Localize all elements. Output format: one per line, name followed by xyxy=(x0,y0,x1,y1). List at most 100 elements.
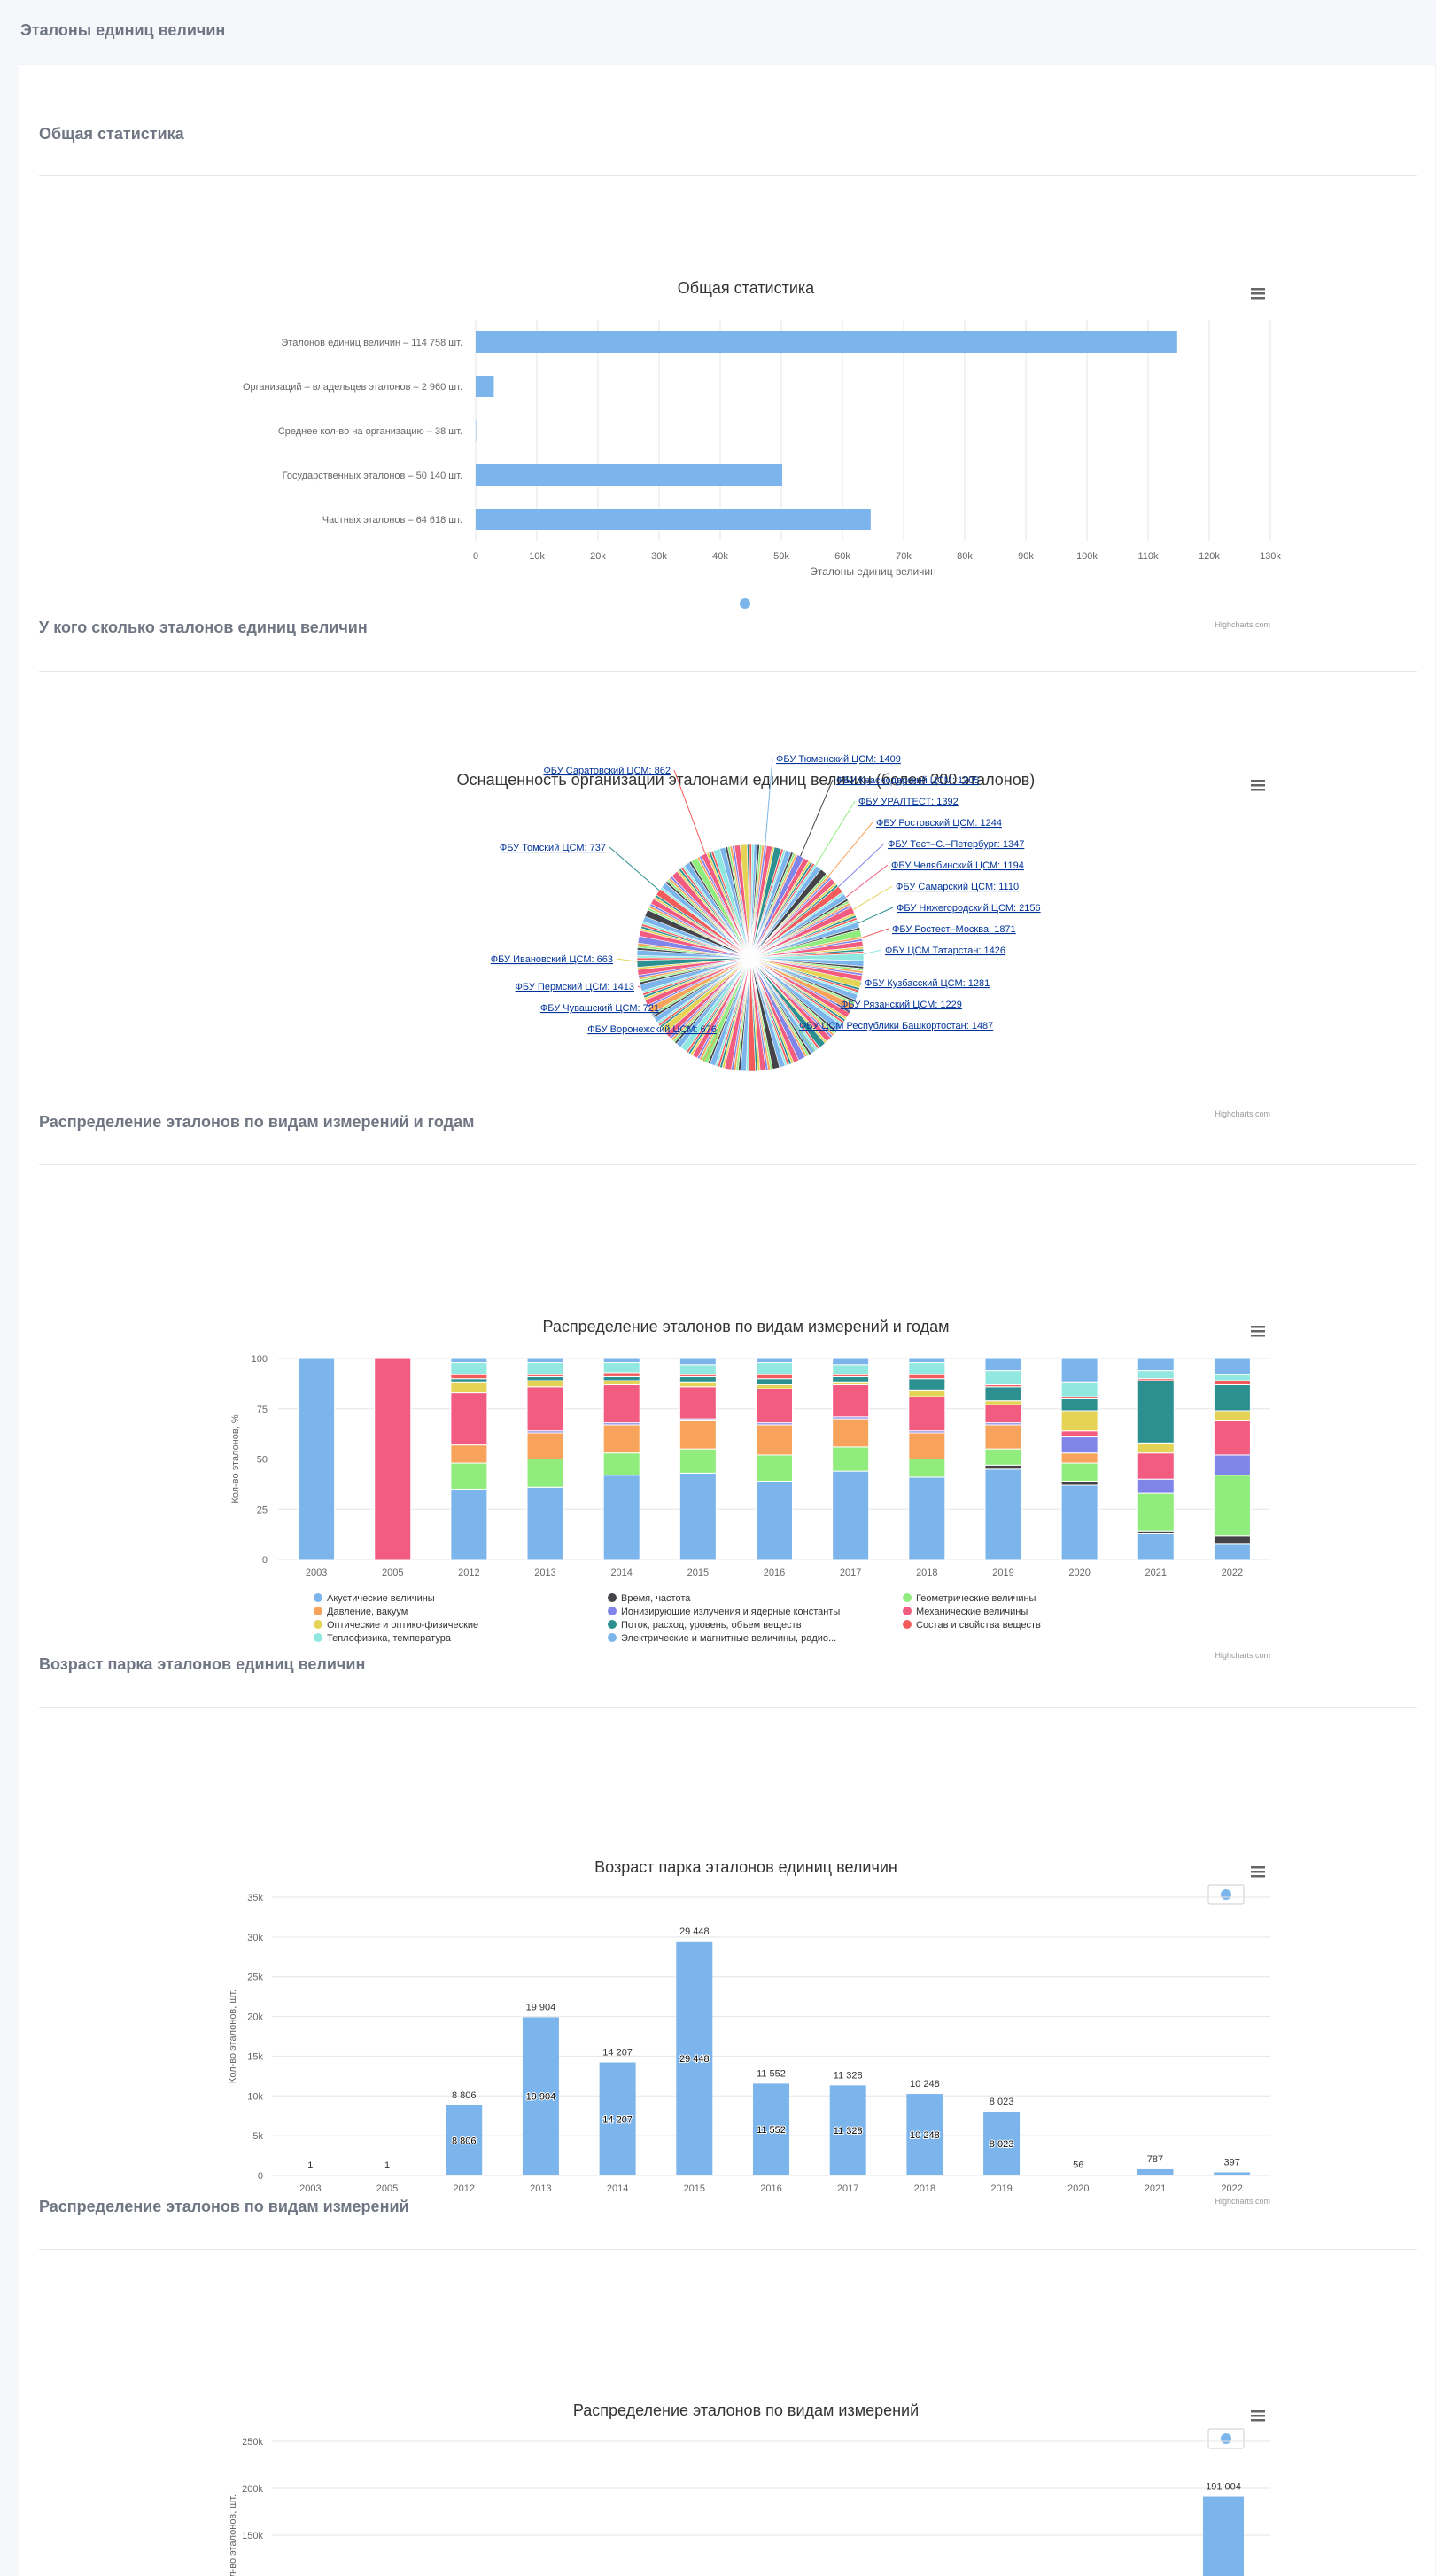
pie-label[interactable]: ФБУ Ивановский ЦСМ: 663 xyxy=(491,954,613,965)
stacked-bar-segment[interactable] xyxy=(1213,1543,1251,1560)
stacked-bar-segment[interactable] xyxy=(1137,1478,1175,1494)
stacked-bar-segment[interactable] xyxy=(908,1476,946,1560)
pie-label[interactable]: ФБУ Рязанский ЦСМ: 1229 xyxy=(841,1000,962,1010)
stacked-bar-segment[interactable] xyxy=(374,1358,412,1560)
stacked-bar-segment[interactable] xyxy=(450,1374,488,1380)
stacked-bar-segment[interactable] xyxy=(602,1358,640,1364)
stacked-bar-segment[interactable] xyxy=(1213,1535,1251,1545)
stacked-bar-segment[interactable] xyxy=(679,1364,717,1375)
stacked-bar-segment[interactable] xyxy=(602,1362,640,1374)
stacked-bar-segment[interactable] xyxy=(908,1362,946,1375)
stacked-bar-segment[interactable] xyxy=(984,1404,1022,1424)
legend-marker[interactable] xyxy=(314,1607,322,1615)
bar[interactable] xyxy=(1203,2496,1244,2576)
stacked-bar-segment[interactable] xyxy=(1137,1358,1175,1372)
stacked-bar-segment[interactable] xyxy=(679,1448,717,1474)
stacked-bar-segment[interactable] xyxy=(526,1486,564,1560)
stacked-bar-segment[interactable] xyxy=(1137,1532,1175,1560)
stacked-bar-segment[interactable] xyxy=(450,1444,488,1464)
stacked-bar-segment[interactable] xyxy=(908,1358,946,1364)
stacked-bar-segment[interactable] xyxy=(602,1384,640,1424)
bar[interactable] xyxy=(476,376,494,397)
legend-marker[interactable] xyxy=(1221,2433,1231,2444)
stacked-bar-segment[interactable] xyxy=(526,1358,564,1364)
legend-marker[interactable] xyxy=(608,1633,617,1642)
pie-label[interactable]: ФБУ УРАЛТЕСТ: 1392 xyxy=(858,797,959,807)
stacked-bar-segment[interactable] xyxy=(1060,1397,1098,1412)
stacked-bar-segment[interactable] xyxy=(984,1464,1022,1470)
chart-menu-icon[interactable] xyxy=(1251,780,1265,791)
pie-label[interactable]: ФБУ Чувашский ЦСМ: 721 xyxy=(540,1003,659,1014)
stacked-bar-segment[interactable] xyxy=(679,1472,717,1560)
bar[interactable] xyxy=(476,509,871,530)
stacked-bar-segment[interactable] xyxy=(1137,1380,1175,1444)
bar[interactable] xyxy=(476,464,782,486)
bar[interactable] xyxy=(476,420,477,441)
legend-label[interactable]: Время, частота xyxy=(621,1593,691,1604)
highcharts-credits[interactable]: Highcharts.com xyxy=(1215,1109,1270,1118)
stacked-bar-segment[interactable] xyxy=(756,1454,793,1482)
stacked-bar-segment[interactable] xyxy=(602,1375,640,1381)
stacked-bar-segment[interactable] xyxy=(679,1381,717,1388)
stacked-bar-segment[interactable] xyxy=(1213,1374,1251,1381)
stacked-bar-segment[interactable] xyxy=(679,1358,717,1366)
pie-label[interactable]: ФБУ Воронежский ЦСМ: 676 xyxy=(587,1024,717,1035)
stacked-bar-segment[interactable] xyxy=(832,1384,870,1418)
stacked-bar-segment[interactable] xyxy=(1213,1384,1251,1412)
pie-label[interactable]: ФБУ Саратовский ЦСМ: 862 xyxy=(543,766,671,776)
stacked-bar-segment[interactable] xyxy=(756,1384,793,1389)
stacked-bar-segment[interactable] xyxy=(832,1418,870,1448)
highcharts-credits[interactable]: Highcharts.com xyxy=(1215,620,1270,629)
stacked-bar-segment[interactable] xyxy=(756,1424,793,1456)
legend-marker[interactable] xyxy=(740,598,750,609)
stacked-bar-segment[interactable] xyxy=(679,1375,717,1383)
stacked-bar-segment[interactable] xyxy=(756,1388,793,1424)
legend-label[interactable]: Механические величины xyxy=(916,1607,1028,1617)
stacked-bar-segment[interactable] xyxy=(679,1386,717,1420)
stacked-bar-segment[interactable] xyxy=(526,1386,564,1432)
pie-label[interactable]: ФБУ Кузбасский ЦСМ: 1281 xyxy=(865,978,990,989)
stacked-bar-segment[interactable] xyxy=(602,1424,640,1454)
bar[interactable] xyxy=(676,1941,713,2175)
stacked-bar-segment[interactable] xyxy=(450,1378,488,1383)
legend-marker[interactable] xyxy=(1221,1889,1231,1900)
stacked-bar-segment[interactable] xyxy=(832,1470,870,1560)
stacked-bar-segment[interactable] xyxy=(1213,1454,1251,1476)
stacked-bar-segment[interactable] xyxy=(908,1459,946,1478)
stacked-bar-segment[interactable] xyxy=(756,1480,793,1560)
pie-label[interactable]: ФБУ Тест–С.–Петербург: 1347 xyxy=(888,839,1024,850)
stacked-bar-segment[interactable] xyxy=(1060,1452,1098,1464)
stacked-bar-segment[interactable] xyxy=(984,1358,1022,1372)
pie-label[interactable]: ФБУ Краснодарский ЦСМ: 1205 xyxy=(836,775,979,786)
stacked-bar-segment[interactable] xyxy=(1137,1442,1175,1454)
chart-menu-icon[interactable] xyxy=(1251,1326,1265,1337)
stacked-bar-segment[interactable] xyxy=(984,1370,1022,1386)
stacked-bar-segment[interactable] xyxy=(1213,1420,1251,1456)
bar[interactable] xyxy=(446,2105,483,2175)
stacked-bar-segment[interactable] xyxy=(1213,1475,1251,1537)
pie-label[interactable]: ФБУ Ростест–Москва: 1871 xyxy=(892,924,1016,935)
stacked-bar-segment[interactable] xyxy=(832,1364,870,1375)
stacked-bar-segment[interactable] xyxy=(756,1358,793,1364)
stacked-bar-segment[interactable] xyxy=(832,1358,870,1366)
legend-label[interactable]: Давление, вакуум xyxy=(327,1607,408,1617)
pie-label[interactable]: ФБУ Самарский ЦСМ: 1110 xyxy=(896,882,1019,892)
pie-label[interactable]: ФБУ Челябинский ЦСМ: 1194 xyxy=(891,860,1024,871)
stacked-bar-segment[interactable] xyxy=(908,1432,946,1460)
stacked-bar-segment[interactable] xyxy=(450,1462,488,1490)
stacked-bar-segment[interactable] xyxy=(908,1396,946,1432)
stacked-bar-segment[interactable] xyxy=(526,1380,564,1388)
bar[interactable] xyxy=(753,2083,789,2175)
stacked-bar-segment[interactable] xyxy=(1213,1358,1251,1375)
legend-marker[interactable] xyxy=(608,1607,617,1615)
chart-menu-icon[interactable] xyxy=(1251,1866,1265,1878)
stacked-bar-segment[interactable] xyxy=(526,1362,564,1375)
stacked-bar-segment[interactable] xyxy=(984,1424,1022,1450)
stacked-bar-segment[interactable] xyxy=(908,1389,946,1397)
stacked-bar-segment[interactable] xyxy=(984,1468,1022,1560)
highcharts-credits[interactable]: Highcharts.com xyxy=(1215,2197,1270,2206)
stacked-bar-segment[interactable] xyxy=(1060,1358,1098,1383)
stacked-bar-segment[interactable] xyxy=(832,1375,870,1383)
stacked-bar-segment[interactable] xyxy=(1060,1462,1098,1482)
legend-label[interactable]: Поток, расход, уровень, объем веществ xyxy=(621,1620,802,1630)
